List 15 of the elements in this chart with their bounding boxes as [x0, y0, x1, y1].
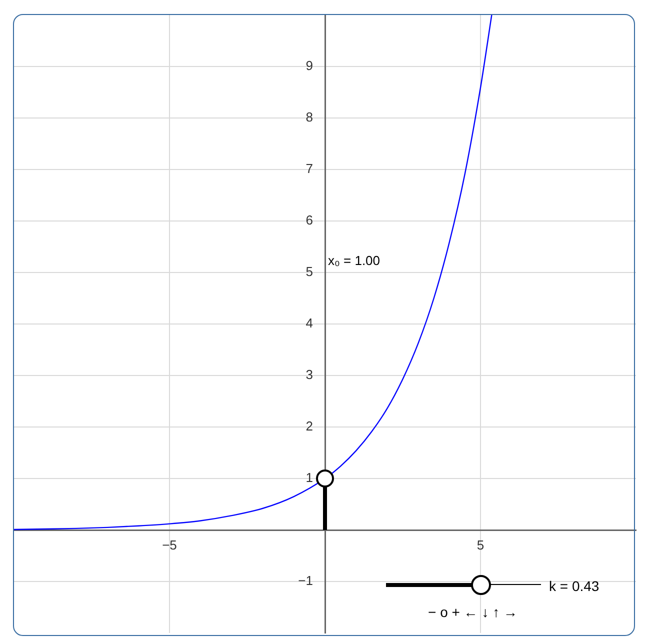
y-tick-label: 7	[306, 161, 313, 176]
y-tick-label: 8	[306, 110, 313, 125]
y-tick-label: 6	[306, 212, 313, 228]
y-tick-label: −1	[298, 573, 313, 588]
annotation: − o + ← ↓ ↑ →	[428, 604, 518, 620]
annotation: x₀ = 1.00	[328, 253, 380, 268]
y-tick-label: 9	[306, 58, 313, 74]
y-tick-label: 4	[306, 316, 313, 331]
y-tick-label: 3	[306, 367, 313, 382]
annotation: k = 0.43	[549, 578, 600, 594]
line-series	[14, 15, 492, 530]
y-tick-label: 5	[306, 264, 313, 280]
y-tick-label: 2	[306, 418, 313, 434]
y-tick-label: 1	[306, 470, 313, 486]
x-tick-label: −5	[162, 537, 177, 552]
